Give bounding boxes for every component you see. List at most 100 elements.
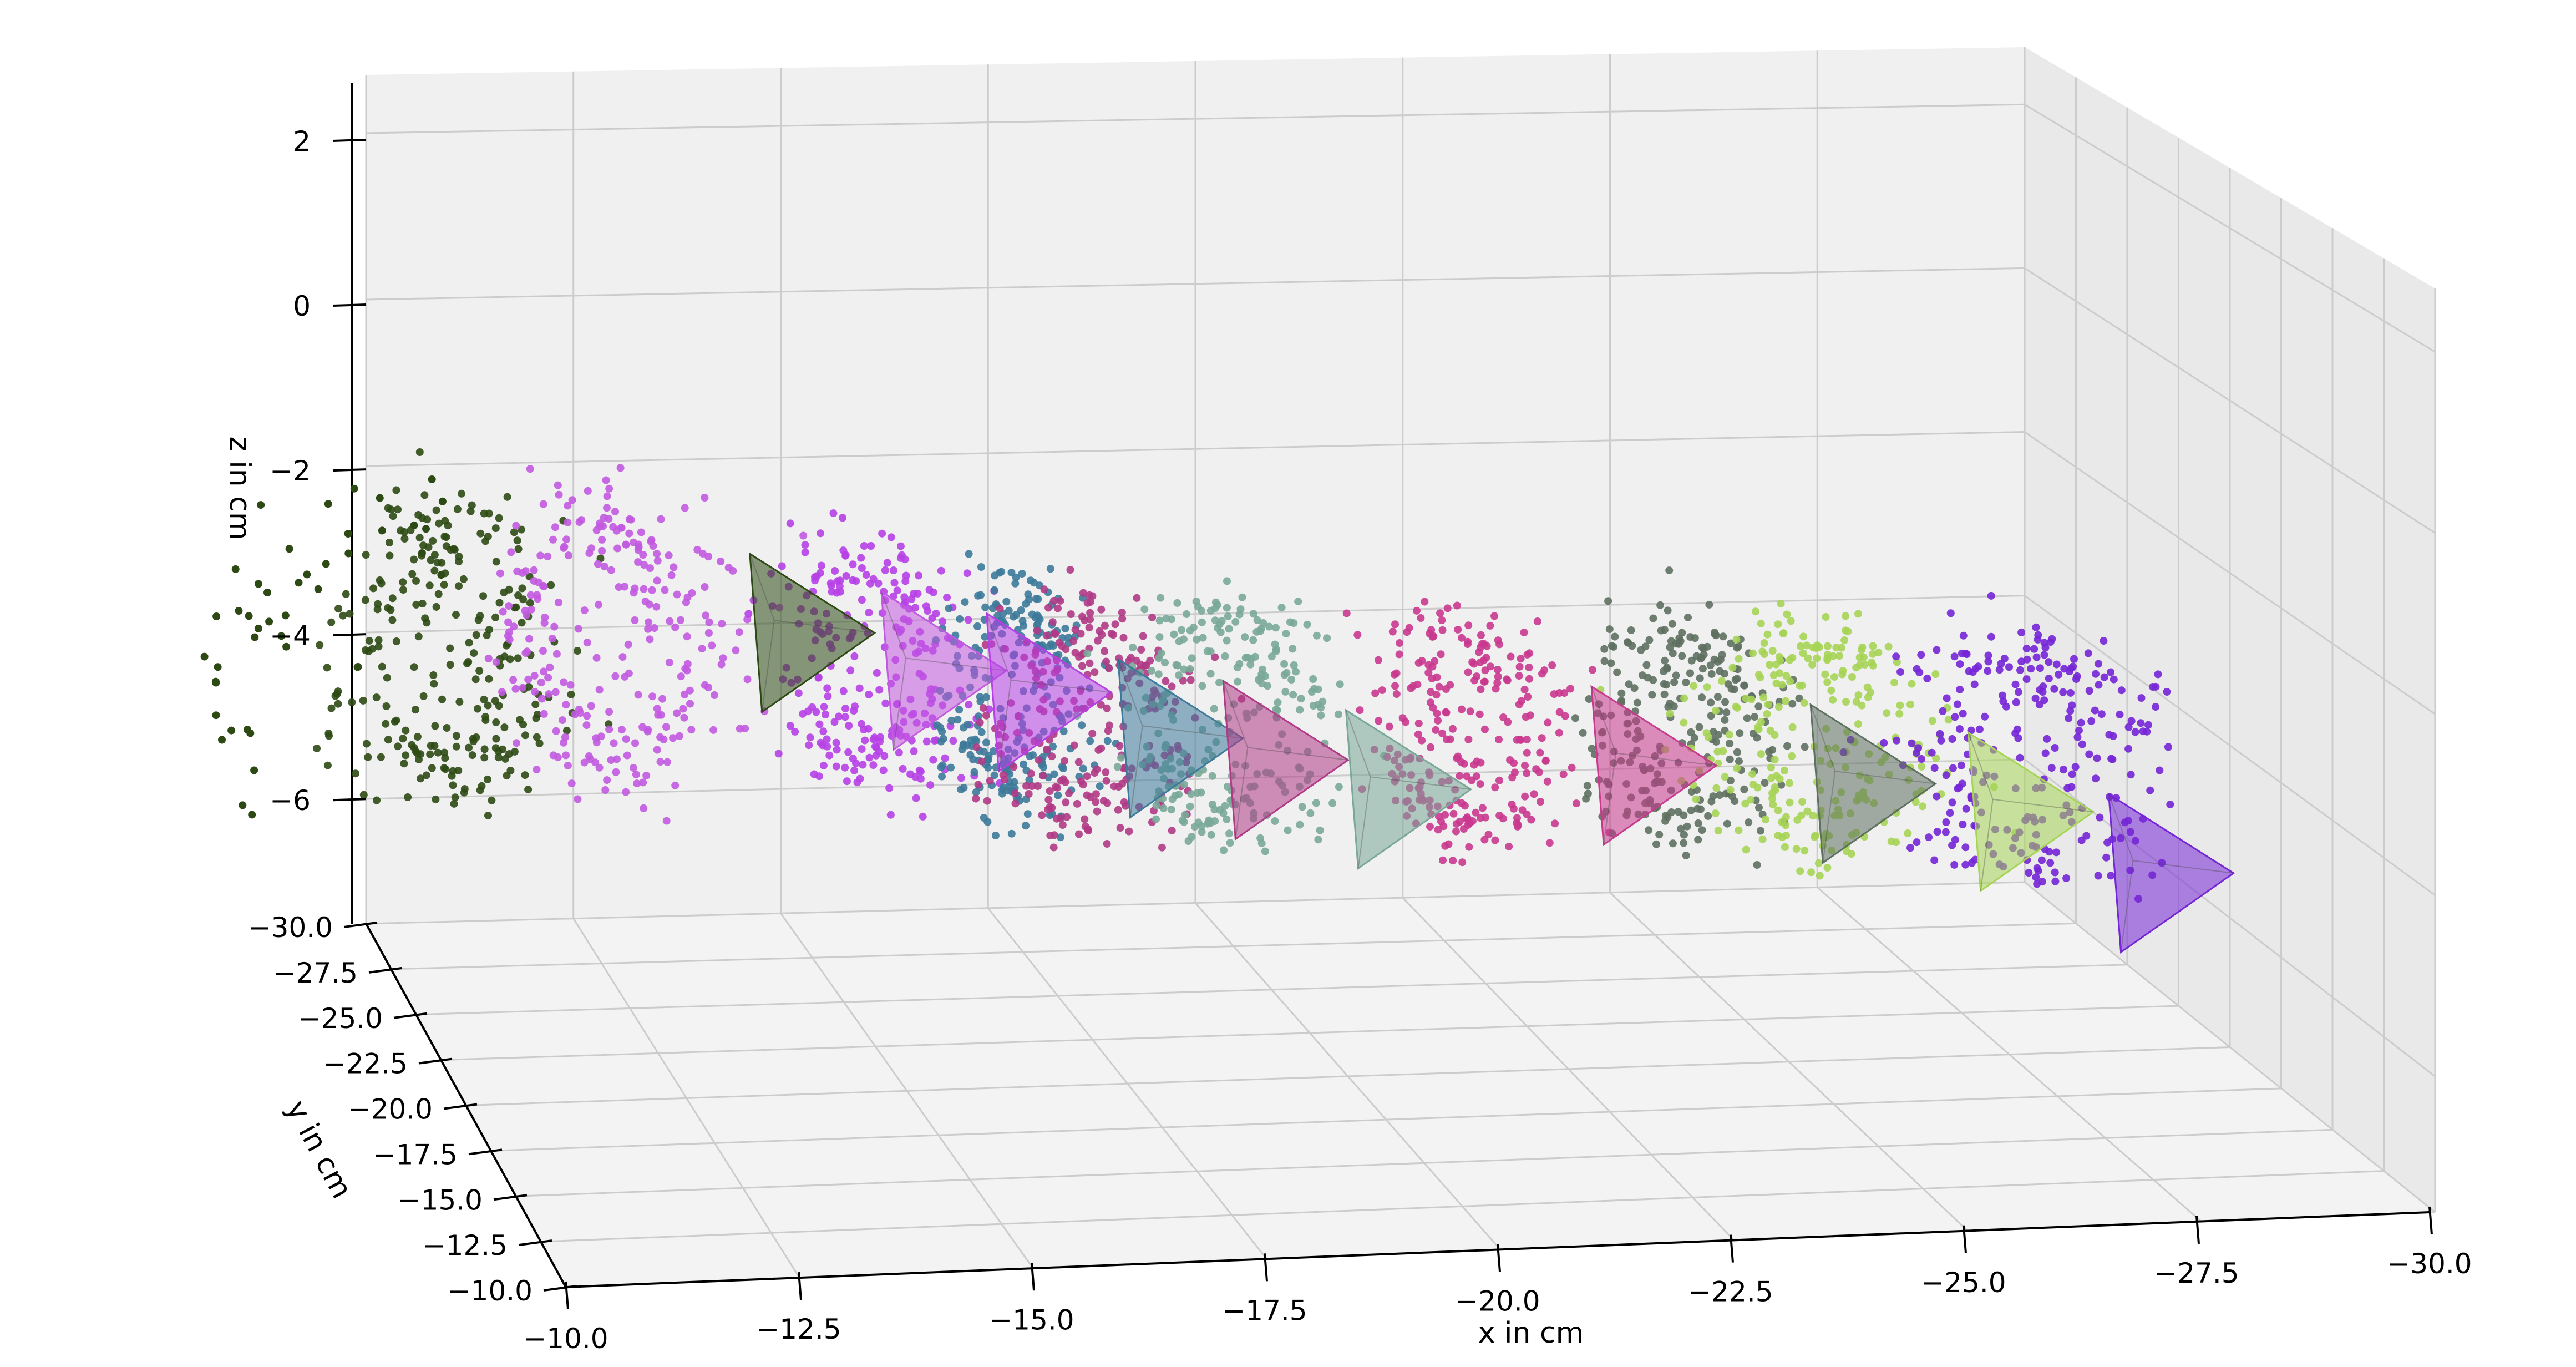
series-5-point bbox=[1113, 763, 1122, 771]
series-1-point bbox=[525, 635, 534, 643]
series-1-point bbox=[587, 702, 595, 710]
series-1-point bbox=[546, 663, 554, 671]
series-6-point bbox=[1453, 601, 1461, 610]
series-1-point bbox=[639, 551, 647, 559]
series-6-point bbox=[1392, 690, 1401, 698]
series-6-point bbox=[1427, 743, 1435, 751]
series-6-point bbox=[1375, 717, 1383, 725]
series-2-point bbox=[841, 763, 849, 772]
series-5-point bbox=[1319, 697, 1327, 706]
series-0-point bbox=[427, 556, 435, 564]
series-2-point bbox=[832, 762, 840, 771]
series-9-point bbox=[2039, 682, 2047, 691]
series-4-point bbox=[1086, 615, 1094, 624]
series-6-point bbox=[1537, 798, 1545, 806]
series-7-point bbox=[1716, 667, 1724, 675]
series-9-point bbox=[1955, 725, 1964, 733]
series-7-point bbox=[1667, 637, 1675, 645]
series-2-point bbox=[815, 720, 824, 728]
series-5-point bbox=[1205, 818, 1213, 827]
series-0-point bbox=[485, 675, 493, 683]
grid-z-back-3 bbox=[366, 595, 2025, 634]
series-5-point bbox=[1152, 815, 1160, 823]
series-1-point bbox=[741, 725, 749, 732]
series-0-point bbox=[362, 551, 370, 559]
series-1-point bbox=[598, 546, 606, 555]
series-9-point bbox=[2013, 725, 2021, 733]
tail-point bbox=[265, 617, 273, 626]
series-0-point bbox=[364, 647, 373, 655]
series-8-point bbox=[1759, 693, 1768, 702]
series-7-point bbox=[1630, 684, 1639, 692]
series-0-point bbox=[455, 582, 463, 590]
series-4-point bbox=[1079, 781, 1087, 789]
series-6-point bbox=[1462, 814, 1470, 823]
tail-point bbox=[428, 475, 436, 483]
series-8-point bbox=[1704, 733, 1712, 741]
series-7-point bbox=[1656, 601, 1665, 609]
series-2-point bbox=[873, 669, 881, 677]
series-3-point bbox=[982, 693, 990, 701]
series-6-point bbox=[1475, 710, 1484, 718]
series-1-point bbox=[510, 622, 518, 631]
series-0-point bbox=[451, 793, 459, 802]
series-1-point bbox=[561, 733, 569, 741]
series-0-point bbox=[418, 514, 427, 522]
series-4-point bbox=[972, 794, 980, 803]
series-4-point bbox=[1085, 624, 1093, 632]
series-0-point bbox=[414, 632, 423, 641]
series-4-point bbox=[1048, 752, 1056, 761]
series-1-point bbox=[617, 726, 626, 734]
series-4-point bbox=[1028, 782, 1036, 790]
series-1-point bbox=[622, 735, 630, 743]
series-3-point bbox=[971, 735, 979, 743]
series-1-point bbox=[719, 654, 727, 662]
series-0-point bbox=[431, 722, 439, 730]
series-8-point bbox=[1782, 672, 1791, 680]
series-5-point bbox=[1175, 791, 1183, 798]
series-0-point bbox=[471, 675, 480, 684]
series-9-point bbox=[1995, 666, 2004, 674]
series-7-point bbox=[1734, 642, 1742, 650]
series-2-point bbox=[896, 542, 905, 550]
series-2-point bbox=[801, 548, 809, 556]
series-7-point bbox=[1713, 693, 1722, 701]
series-0-point bbox=[481, 712, 490, 721]
series-6-point bbox=[1523, 736, 1531, 743]
series-5-point bbox=[1187, 790, 1195, 798]
series-2-point bbox=[813, 572, 821, 580]
series-9-point bbox=[2046, 859, 2055, 867]
series-8-point bbox=[1774, 620, 1782, 629]
grid-y-floor-4 bbox=[465, 1046, 2230, 1106]
series-4-point bbox=[1110, 782, 1118, 791]
series-7-point bbox=[1600, 645, 1609, 653]
x-tick-label: −20.0 bbox=[1455, 1285, 1540, 1318]
series-8-point bbox=[1800, 698, 1808, 707]
series-2-point bbox=[887, 533, 895, 541]
series-8-point bbox=[1781, 843, 1789, 851]
series-0-point bbox=[353, 663, 362, 671]
series-0-point bbox=[494, 753, 503, 762]
grid-z-back-1 bbox=[366, 267, 2025, 301]
series-1-point bbox=[504, 618, 513, 626]
y-tick-mark bbox=[468, 1148, 503, 1156]
series-1-point bbox=[536, 551, 545, 560]
series-9-point bbox=[2164, 743, 2172, 751]
series-8-point bbox=[1838, 670, 1847, 679]
series-9-point bbox=[1981, 712, 1989, 721]
camera-6-edge bbox=[1591, 686, 1617, 753]
series-1-point bbox=[671, 623, 680, 631]
series-4-point bbox=[979, 704, 987, 712]
y-tick-label: −20.0 bbox=[348, 1093, 433, 1126]
series-1-point bbox=[603, 492, 611, 500]
series-5-point bbox=[1241, 633, 1249, 641]
series-8-point bbox=[1884, 642, 1893, 651]
series-4-point bbox=[1053, 783, 1062, 792]
y-tick-mark bbox=[443, 1103, 478, 1110]
series-8-point bbox=[1890, 679, 1899, 687]
series-8-point bbox=[1855, 654, 1864, 661]
series-0-point bbox=[440, 748, 449, 757]
camera-6-body bbox=[1590, 685, 1718, 847]
series-4-point bbox=[1048, 618, 1057, 626]
series-7-point bbox=[1707, 698, 1715, 707]
